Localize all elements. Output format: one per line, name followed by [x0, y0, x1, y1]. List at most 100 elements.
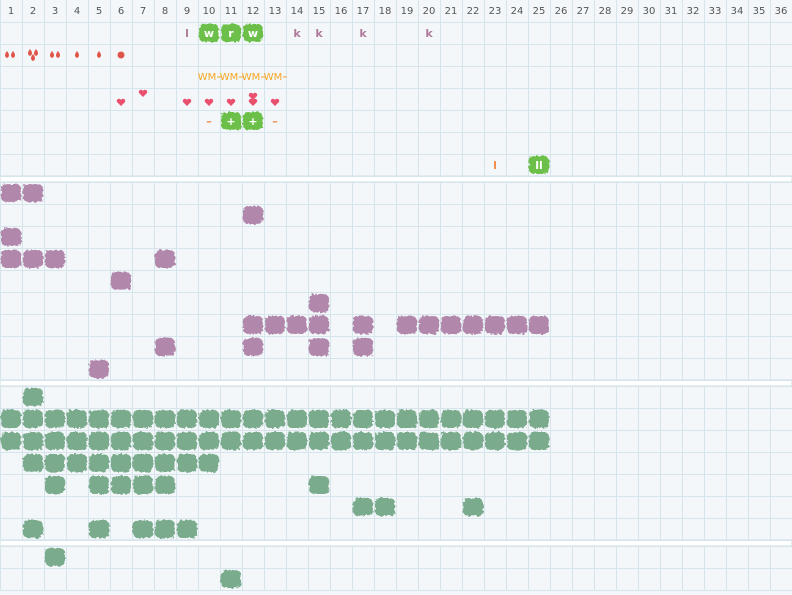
- filled-cell: [375, 498, 395, 516]
- filled-cell: [177, 454, 197, 472]
- filled-cell: [441, 410, 461, 428]
- filled-cell: [199, 410, 219, 428]
- filled-cell: [23, 432, 43, 450]
- column-number: 19: [401, 6, 414, 17]
- filled-cell: [89, 410, 109, 428]
- drop-icon: [50, 51, 54, 58]
- filled-cell: [485, 410, 505, 428]
- filled-cell: [243, 206, 263, 224]
- filled-cell: [353, 316, 373, 334]
- column-number: 33: [709, 6, 722, 17]
- column-number: 31: [665, 6, 678, 17]
- filled-cell: [23, 410, 43, 428]
- column-number: 20: [423, 6, 436, 17]
- filled-cell: [287, 432, 307, 450]
- filled-cell: [265, 410, 285, 428]
- filled-cell: [243, 316, 263, 334]
- drop-icon: [31, 54, 35, 61]
- column-number: 35: [753, 6, 766, 17]
- filled-cell: [331, 432, 351, 450]
- filled-cell: [1, 228, 21, 246]
- column-number: 36: [775, 6, 788, 17]
- cell-label: WM: [242, 72, 261, 83]
- filled-cell: [89, 360, 109, 378]
- filled-cell: [419, 432, 439, 450]
- column-number: 34: [731, 6, 744, 17]
- filled-cell: [111, 476, 131, 494]
- column-number: 15: [313, 6, 326, 17]
- cell-label: r: [228, 27, 234, 40]
- filled-cell: [45, 410, 65, 428]
- filled-cell: [111, 454, 131, 472]
- filled-cell: [45, 476, 65, 494]
- drop-icon: [11, 51, 15, 58]
- filled-cell: [23, 520, 43, 538]
- column-number: 11: [225, 6, 238, 17]
- filled-cell: [67, 432, 87, 450]
- drop-icon: [5, 51, 9, 58]
- filled-cell: [111, 272, 131, 290]
- column-number: 6: [118, 6, 124, 17]
- cell-label: WM: [220, 72, 239, 83]
- filled-cell: [441, 432, 461, 450]
- cell-label: WM: [198, 72, 217, 83]
- filled-cell: [463, 498, 483, 516]
- cell-label: k: [425, 27, 433, 40]
- filled-cell: [397, 432, 417, 450]
- filled-cell: [1, 432, 21, 450]
- heart-icon: [226, 98, 236, 106]
- filled-cell: [419, 410, 439, 428]
- filled-cell: [155, 250, 175, 268]
- drop-icon: [97, 51, 101, 58]
- filled-cell: [353, 338, 373, 356]
- filled-cell: [309, 338, 329, 356]
- heart-icon: [248, 92, 258, 100]
- cell-label: k: [359, 27, 367, 40]
- cell-label: k: [315, 27, 323, 40]
- drop-icon: [75, 51, 79, 58]
- filled-cell: [89, 432, 109, 450]
- column-number: 9: [184, 6, 190, 17]
- filled-cell: [485, 316, 505, 334]
- filled-cell: [309, 316, 329, 334]
- filled-cell: [23, 250, 43, 268]
- filled-cell: [199, 454, 219, 472]
- filled-cell: [221, 432, 241, 450]
- filled-cell: [67, 454, 87, 472]
- dot-icon: [117, 51, 125, 59]
- column-number: 12: [247, 6, 260, 17]
- cell-label: +: [248, 115, 257, 128]
- column-number: 29: [621, 6, 634, 17]
- column-number: 14: [291, 6, 304, 17]
- column-number: 17: [357, 6, 370, 17]
- column-number: 28: [599, 6, 612, 17]
- filled-cell: [221, 410, 241, 428]
- column-number: 24: [511, 6, 524, 17]
- filled-cell: [309, 410, 329, 428]
- filled-cell: [309, 432, 329, 450]
- filled-cell: [529, 410, 549, 428]
- filled-cell: [507, 410, 527, 428]
- filled-cell: [45, 454, 65, 472]
- heart-icon: [138, 89, 148, 97]
- filled-cell: [89, 476, 109, 494]
- filled-cell: [177, 410, 197, 428]
- filled-cell: [265, 432, 285, 450]
- column-number: 8: [162, 6, 168, 17]
- filled-cell: [309, 294, 329, 312]
- column-number: 3: [52, 6, 58, 17]
- marker-cell: [243, 112, 263, 130]
- filled-cell: [111, 410, 131, 428]
- column-number: 7: [140, 6, 146, 17]
- column-number: 27: [577, 6, 590, 17]
- filled-cell: [441, 316, 461, 334]
- heart-icon: [182, 98, 192, 106]
- column-number: 5: [96, 6, 102, 17]
- marker-cell: [243, 24, 263, 42]
- cell-label: w: [248, 27, 258, 40]
- filled-cell: [45, 548, 65, 566]
- filled-cell: [89, 454, 109, 472]
- column-number: 2: [30, 6, 36, 17]
- filled-cell: [529, 316, 549, 334]
